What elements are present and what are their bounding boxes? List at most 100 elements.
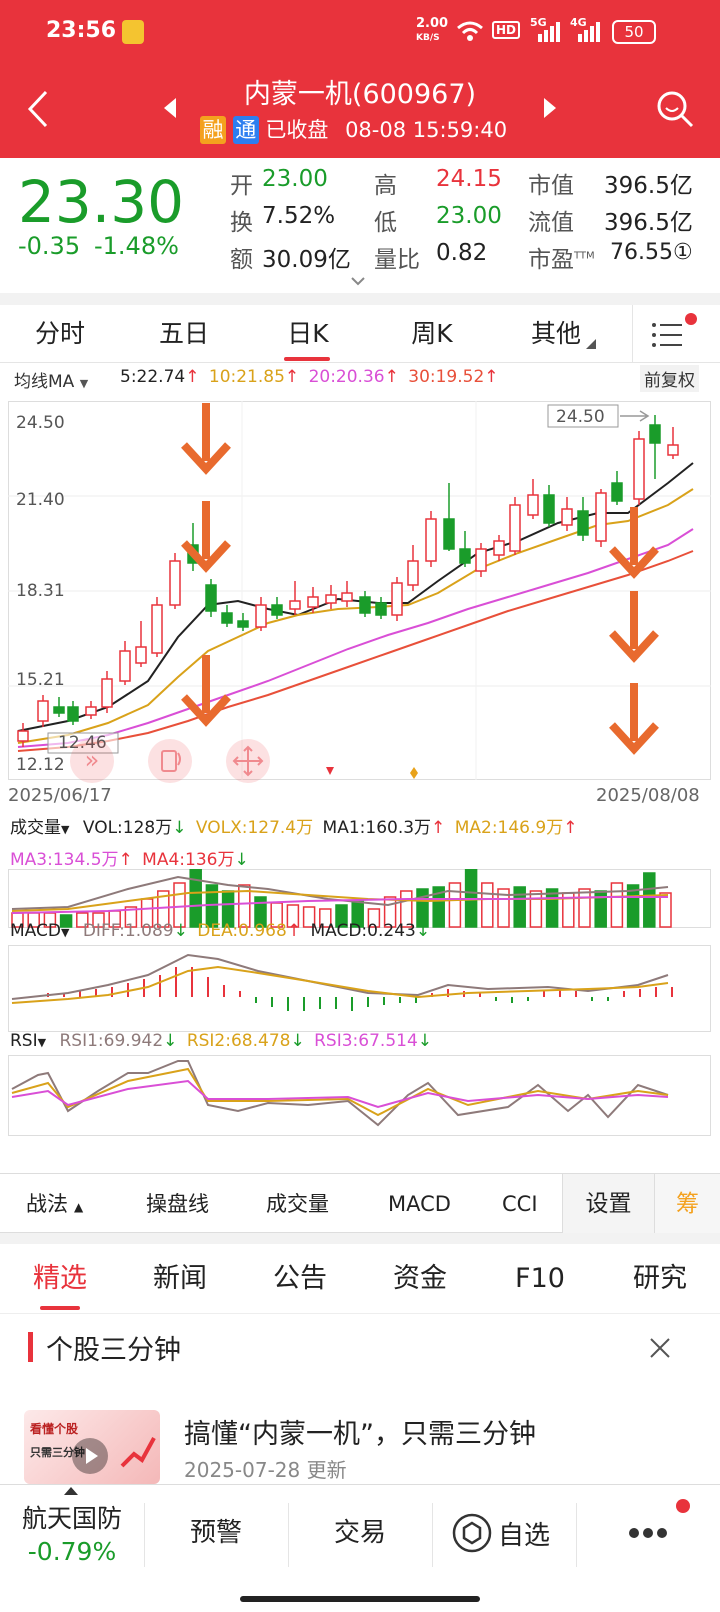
- search-icon[interactable]: [656, 90, 696, 130]
- stock-subtitle: 融 通 已收盘 08-08 15:59:40: [200, 114, 530, 146]
- tab-f10[interactable]: F10: [515, 1263, 565, 1294]
- ma3-value: MA3:134.5万: [10, 850, 119, 870]
- back-arrow-icon[interactable]: [26, 90, 50, 128]
- next-stock-icon[interactable]: [542, 98, 556, 118]
- down-arrow-icon-2: [181, 501, 231, 573]
- home-indicator[interactable]: [240, 1596, 480, 1602]
- low-value: 23.00: [436, 203, 502, 229]
- candle: [667, 427, 679, 459]
- nav-divider-3: [432, 1503, 433, 1567]
- article-thumbnail[interactable]: 看懂个股 只需三分钟: [24, 1410, 160, 1484]
- list-settings-icon: [652, 323, 682, 347]
- volume-bar: [643, 872, 656, 928]
- high-tag-box: [547, 404, 619, 428]
- article-title[interactable]: 搞懂“内蒙一机”，只需三分钟: [184, 1419, 536, 1450]
- candle: [205, 579, 217, 617]
- volume-bar: [448, 882, 462, 928]
- volume-bar: [400, 890, 413, 928]
- volume-bar: [173, 882, 186, 928]
- watchlist-button[interactable]: 自选: [432, 1485, 576, 1585]
- volume-chart[interactable]: [8, 869, 712, 929]
- tab-weekly-k[interactable]: 周K: [411, 319, 453, 348]
- chart-settings-button[interactable]: [632, 305, 720, 363]
- y-label-4: 15.21: [16, 670, 65, 690]
- amount-label: 额: [230, 247, 253, 273]
- three-minute-section: 个股三分钟 看懂个股 只需三分钟 搞懂“内蒙一机”，只需三分钟 2025-07-…: [0, 1314, 720, 1484]
- volume-bar: [92, 912, 105, 928]
- float-value: 396.5亿: [604, 210, 693, 236]
- macd-legend: MACD▼ DIFF:1.089↓ DEA:0.968↑ MACD:0.243↓: [10, 921, 710, 941]
- candle: [375, 597, 387, 619]
- sector-button[interactable]: 航天国防 -0.79%: [0, 1485, 144, 1585]
- volume-bar: [432, 886, 445, 928]
- trade-button[interactable]: 交易: [333, 1518, 386, 1548]
- notification-icon: [122, 20, 144, 44]
- price-change: -0.35: [18, 232, 81, 260]
- macd-button[interactable]: MACD: [388, 1192, 451, 1216]
- macd-selector[interactable]: MACD: [10, 921, 61, 941]
- rotate-button[interactable]: [148, 739, 192, 783]
- price-chart[interactable]: [8, 401, 712, 781]
- ma5-value: 5:22.74: [120, 367, 186, 387]
- more-button[interactable]: [576, 1485, 720, 1585]
- rsi1-down-icon: ↓: [163, 1031, 178, 1051]
- volume-caret-icon: ▼: [61, 823, 70, 836]
- chip-button[interactable]: 筹: [654, 1174, 720, 1234]
- volume-bar: [124, 906, 138, 928]
- adjust-button[interactable]: 前复权: [640, 365, 699, 392]
- tab-research[interactable]: 研究: [633, 1263, 687, 1294]
- tab-news[interactable]: 新闻: [153, 1263, 207, 1294]
- ma4-down-icon: ↓: [234, 850, 249, 870]
- status-bar: 23:56 2.00 KB/S HD 5G 4G 50: [0, 0, 720, 62]
- volume-selector[interactable]: 成交量: [10, 818, 61, 838]
- rsi-legend: RSI▼ RSI1:69.942↓ RSI2:68.478↓ RSI3:67.5…: [10, 1031, 710, 1051]
- amount-value: 30.09亿: [262, 247, 351, 273]
- candle: [101, 671, 113, 713]
- rsi3-line: [11, 1079, 669, 1109]
- pe-value[interactable]: 76.55①: [610, 240, 693, 265]
- low-tag: 12.46: [58, 733, 107, 753]
- tab-other[interactable]: 其他: [530, 319, 581, 348]
- tab-five-day[interactable]: 五日: [158, 319, 209, 348]
- down-arrow-icon-3: [181, 655, 231, 727]
- rsi-selector[interactable]: RSI: [10, 1031, 38, 1051]
- turnover-value: 7.52%: [262, 203, 336, 229]
- tab-funds[interactable]: 资金: [393, 1263, 447, 1294]
- alert-button[interactable]: 预警: [189, 1518, 242, 1548]
- drag-button[interactable]: [226, 739, 270, 783]
- candle: [595, 489, 607, 547]
- tab-intraday[interactable]: 分时: [34, 319, 85, 348]
- zhanfa-button[interactable]: 战法 ▲: [26, 1192, 84, 1216]
- down-arrow-icon-5: [609, 591, 659, 663]
- volume-bar: [286, 904, 300, 928]
- volume-bar: [464, 869, 478, 928]
- caopan-button[interactable]: 操盘线: [146, 1192, 209, 1216]
- vol-ma1-line: [11, 875, 669, 910]
- high-value: 24.15: [436, 166, 502, 192]
- tab-daily-k[interactable]: 日K: [287, 319, 329, 348]
- ma-selector[interactable]: 均线MA: [14, 372, 75, 392]
- notification-dot: [685, 313, 697, 325]
- scroll-left-button[interactable]: »: [70, 739, 114, 783]
- cci-button[interactable]: CCI: [502, 1192, 538, 1216]
- volume-button[interactable]: 成交量: [266, 1192, 329, 1216]
- macd-chart[interactable]: [8, 945, 712, 1033]
- volume-bar: [335, 904, 348, 928]
- news-tabs: 精选 新闻 公告 资金 F10 研究: [0, 1244, 720, 1314]
- move-icon: [232, 745, 264, 777]
- settings-button[interactable]: 设置: [562, 1174, 654, 1234]
- rsi-chart[interactable]: [8, 1055, 712, 1137]
- rsi1-value: RSI1:69.942: [59, 1031, 164, 1051]
- ma20-value: 20:20.36: [308, 367, 385, 387]
- ma20-line: [17, 528, 694, 748]
- ma1-up-icon: ↑: [431, 818, 446, 838]
- close-icon[interactable]: [648, 1336, 672, 1360]
- signal-4g-label: 4G: [570, 16, 587, 29]
- tab-announcements[interactable]: 公告: [273, 1263, 327, 1294]
- volratio-label: 量比: [374, 247, 420, 273]
- more-notification-dot: [676, 1499, 690, 1513]
- candle: [359, 591, 371, 617]
- expand-chevron-icon[interactable]: [350, 276, 366, 286]
- tab-featured[interactable]: 精选: [33, 1263, 87, 1294]
- prev-stock-icon[interactable]: [164, 98, 178, 118]
